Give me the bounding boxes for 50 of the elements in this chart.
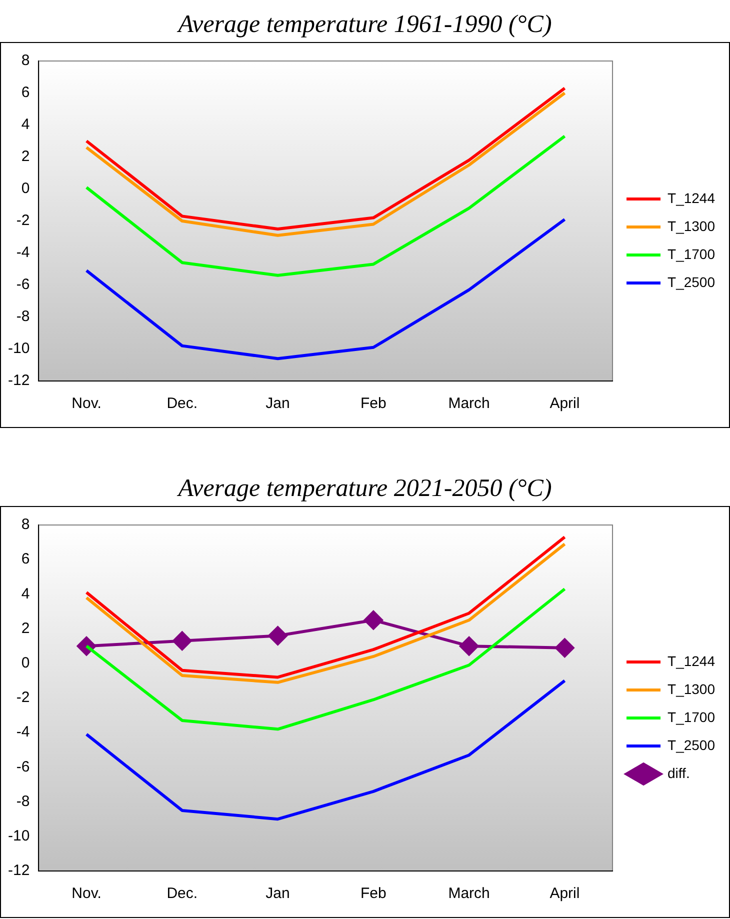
y-tick-label: -4 [16,244,30,262]
y-tick-label: -2 [16,689,30,706]
y-tick-label: 4 [21,585,30,602]
point [364,610,383,630]
legend-label: T_1244 [668,190,716,206]
y-tick-label: -10 [8,828,30,845]
legend-label: T_2500 [668,736,716,753]
x-tick-label: April [550,395,580,412]
y-tick-label: 8 [21,52,30,70]
point [268,626,288,646]
legend-label: T_2500 [668,274,716,290]
x-tick-label: Dec. [166,885,198,902]
y-tick-label: -8 [16,308,30,326]
chart-title: Average temperature 1961-1990 (°C) [176,10,553,40]
chart-title: Average temperature 2021-2050 (°C) [176,474,553,504]
y-tick-label: 2 [21,148,30,166]
y-tick-label: 0 [21,654,30,672]
y-tick-label: -12 [8,372,30,390]
legend-label: T_1244 [668,652,716,669]
y-tick-label: -12 [8,862,30,880]
x-tick-label: Nov. [72,885,102,902]
y-tick-label: -6 [16,758,30,776]
x-tick-label: Feb [360,885,386,902]
x-tick-label: Jan [266,395,290,412]
y-tick-label: 4 [21,116,30,134]
y-tick-label: -8 [16,792,30,810]
legend-label: T_1700 [668,246,716,262]
legend-label: T_1300 [668,680,716,697]
legend-label: diff. [668,764,690,781]
point [172,631,192,650]
y-tick-label: -10 [8,340,30,358]
x-tick-label: Dec. [166,395,198,412]
y-tick-label: -4 [16,724,30,741]
x-tick-label: Jan [266,885,290,902]
y-tick-label: 2 [21,620,30,637]
x-tick-label: March [448,395,490,412]
y-tick-label: 0 [21,180,30,198]
x-tick-label: Feb [360,395,386,412]
y-tick-label: 8 [21,516,30,534]
x-tick-label: April [550,885,580,902]
legend-label: T_1300 [668,218,716,234]
point [460,636,479,656]
legend-label: T_1700 [668,708,716,725]
x-tick-label: Nov. [72,395,102,412]
y-tick-label: 6 [21,84,30,102]
x-tick-label: March [448,885,490,902]
y-tick-label: -6 [16,276,30,294]
y-tick-label: 6 [21,550,30,568]
y-tick-label: -2 [16,212,30,230]
point [555,638,574,658]
